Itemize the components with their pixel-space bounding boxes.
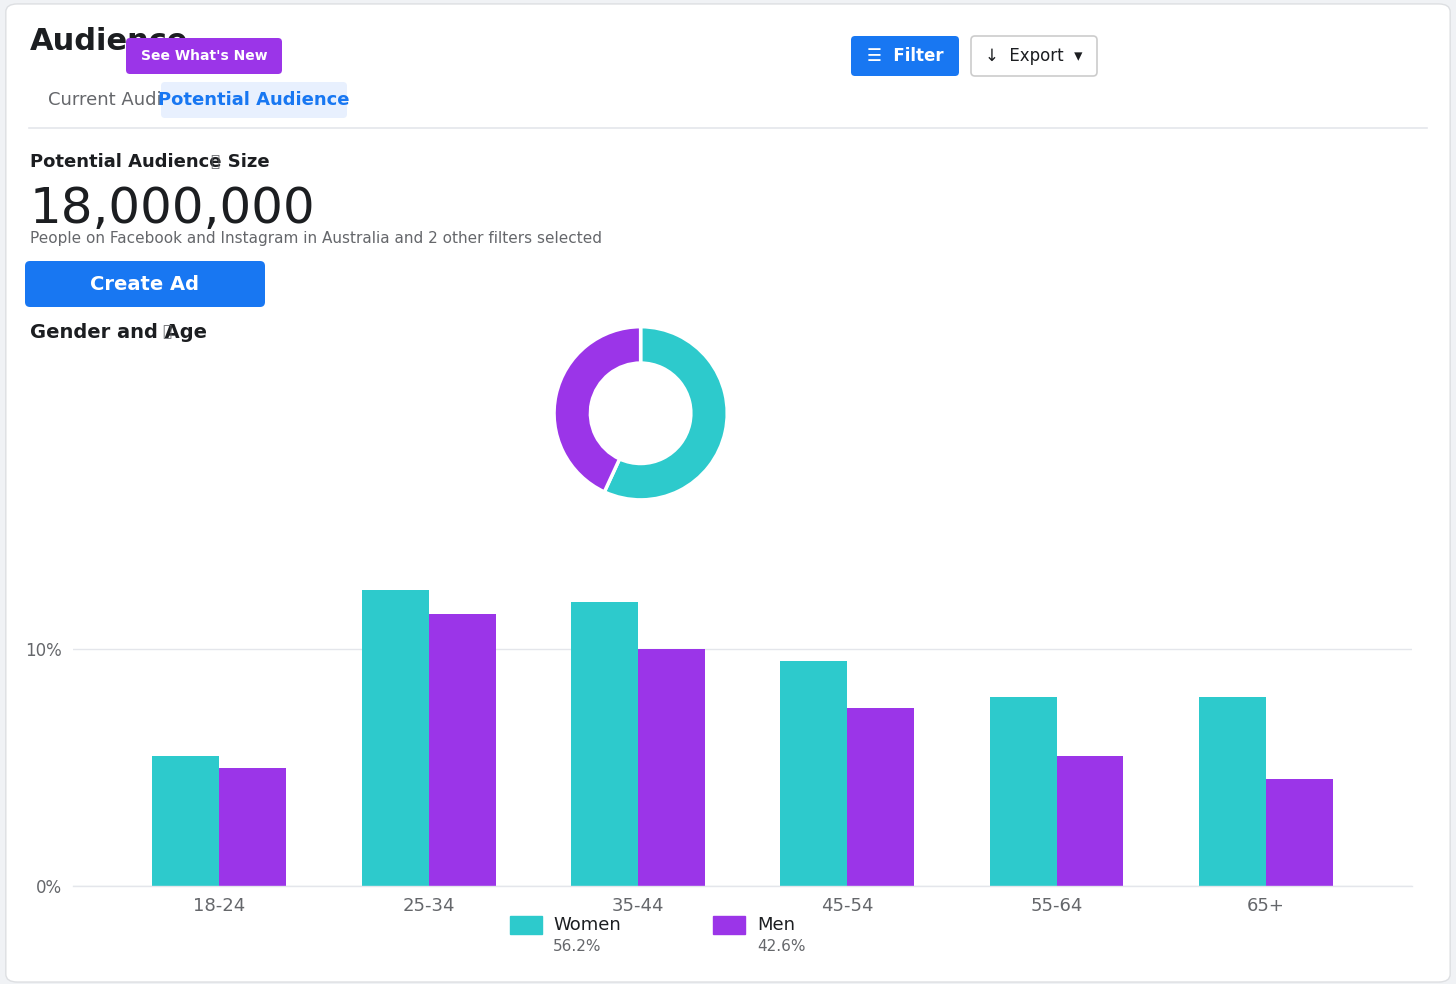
Text: ↓  Export  ▾: ↓ Export ▾	[986, 47, 1083, 65]
Text: Current Audience: Current Audience	[48, 91, 205, 109]
Text: Gender and Age: Gender and Age	[31, 323, 207, 341]
Bar	[1265, 779, 1332, 886]
Bar	[153, 756, 220, 886]
Text: Men: Men	[757, 916, 795, 934]
Text: 18,000,000: 18,000,000	[31, 185, 316, 233]
Bar	[428, 614, 495, 886]
Text: Potential Audience Size: Potential Audience Size	[31, 153, 269, 171]
Bar	[1198, 697, 1265, 886]
Wedge shape	[555, 327, 641, 492]
Bar	[847, 708, 914, 886]
Bar	[571, 602, 638, 886]
FancyBboxPatch shape	[850, 36, 960, 76]
Text: ⓘ: ⓘ	[162, 325, 172, 339]
Wedge shape	[604, 327, 727, 500]
Text: Create Ad: Create Ad	[90, 275, 199, 293]
Text: Potential Audience: Potential Audience	[159, 91, 349, 109]
Text: People on Facebook and Instagram in Australia and 2 other filters selected: People on Facebook and Instagram in Aust…	[31, 231, 601, 247]
Bar	[510, 916, 542, 934]
Text: Women: Women	[553, 916, 622, 934]
FancyBboxPatch shape	[162, 82, 347, 118]
FancyBboxPatch shape	[127, 38, 282, 74]
FancyBboxPatch shape	[25, 261, 265, 307]
Bar	[713, 916, 745, 934]
Bar	[638, 649, 705, 886]
Bar	[361, 590, 428, 886]
Text: 56.2%: 56.2%	[553, 940, 601, 954]
Text: Audience: Audience	[31, 28, 188, 56]
Bar	[990, 697, 1057, 886]
Bar	[780, 661, 847, 886]
Text: ☰  Filter: ☰ Filter	[866, 47, 943, 65]
FancyBboxPatch shape	[971, 36, 1096, 76]
Text: See What's New: See What's New	[141, 49, 268, 63]
Bar	[1057, 756, 1124, 886]
Text: ⓘ: ⓘ	[210, 154, 218, 169]
Bar	[220, 768, 287, 886]
Text: 42.6%: 42.6%	[757, 940, 805, 954]
